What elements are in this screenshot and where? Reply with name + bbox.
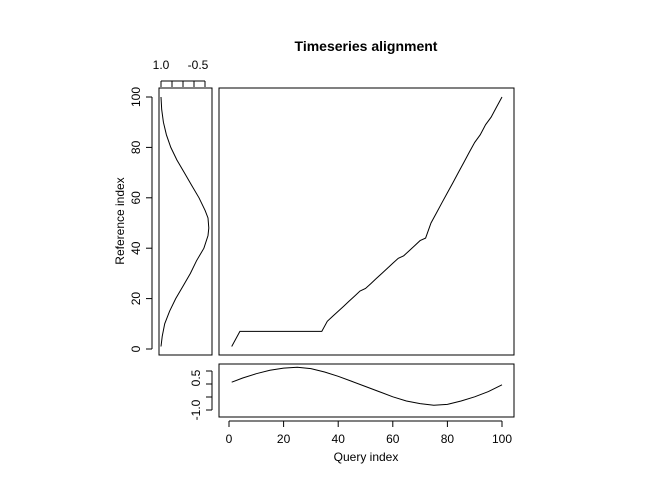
reference-x-tick-label: -0.5 xyxy=(188,58,209,72)
x-tick-label: 0 xyxy=(226,432,233,446)
query-panel-frame xyxy=(218,363,515,418)
y-tick-label: 100 xyxy=(129,87,143,107)
warping-path-layer xyxy=(231,96,503,347)
query-series-line xyxy=(231,366,503,406)
query-y-tick-label: 0.5 xyxy=(189,369,203,386)
warping-path-line xyxy=(231,96,503,347)
y-tick-label: 60 xyxy=(129,191,143,205)
reference-x-tick-label: 1.0 xyxy=(153,58,170,72)
x-tick-label: 100 xyxy=(492,432,512,446)
y-tick-label: 40 xyxy=(129,241,143,255)
y-tick-label: 80 xyxy=(129,140,143,154)
y-tick-label: 20 xyxy=(129,292,143,306)
axes-layer: 0 20 40 60 80 100 0 20 40 60 80 100 -1.0 0.5 1.0 -0.5 xyxy=(129,58,512,446)
x-axis-label: Query index xyxy=(334,450,399,464)
query-y-tick-label: -1.0 xyxy=(189,399,203,420)
y-tick-label: 0 xyxy=(129,345,143,352)
x-tick-label: 60 xyxy=(386,432,400,446)
reference-series-layer xyxy=(160,96,210,347)
x-tick-label: 40 xyxy=(332,432,346,446)
reference-series-line xyxy=(160,96,210,347)
x-tick-label: 80 xyxy=(441,432,455,446)
y-axis-label: Reference index xyxy=(113,177,127,264)
query-series-layer xyxy=(231,366,503,406)
x-tick-label: 20 xyxy=(277,432,291,446)
reference-panel-frame xyxy=(158,87,213,356)
main-panel-frame xyxy=(218,87,515,356)
chart-title: Timeseries alignment xyxy=(295,38,438,54)
